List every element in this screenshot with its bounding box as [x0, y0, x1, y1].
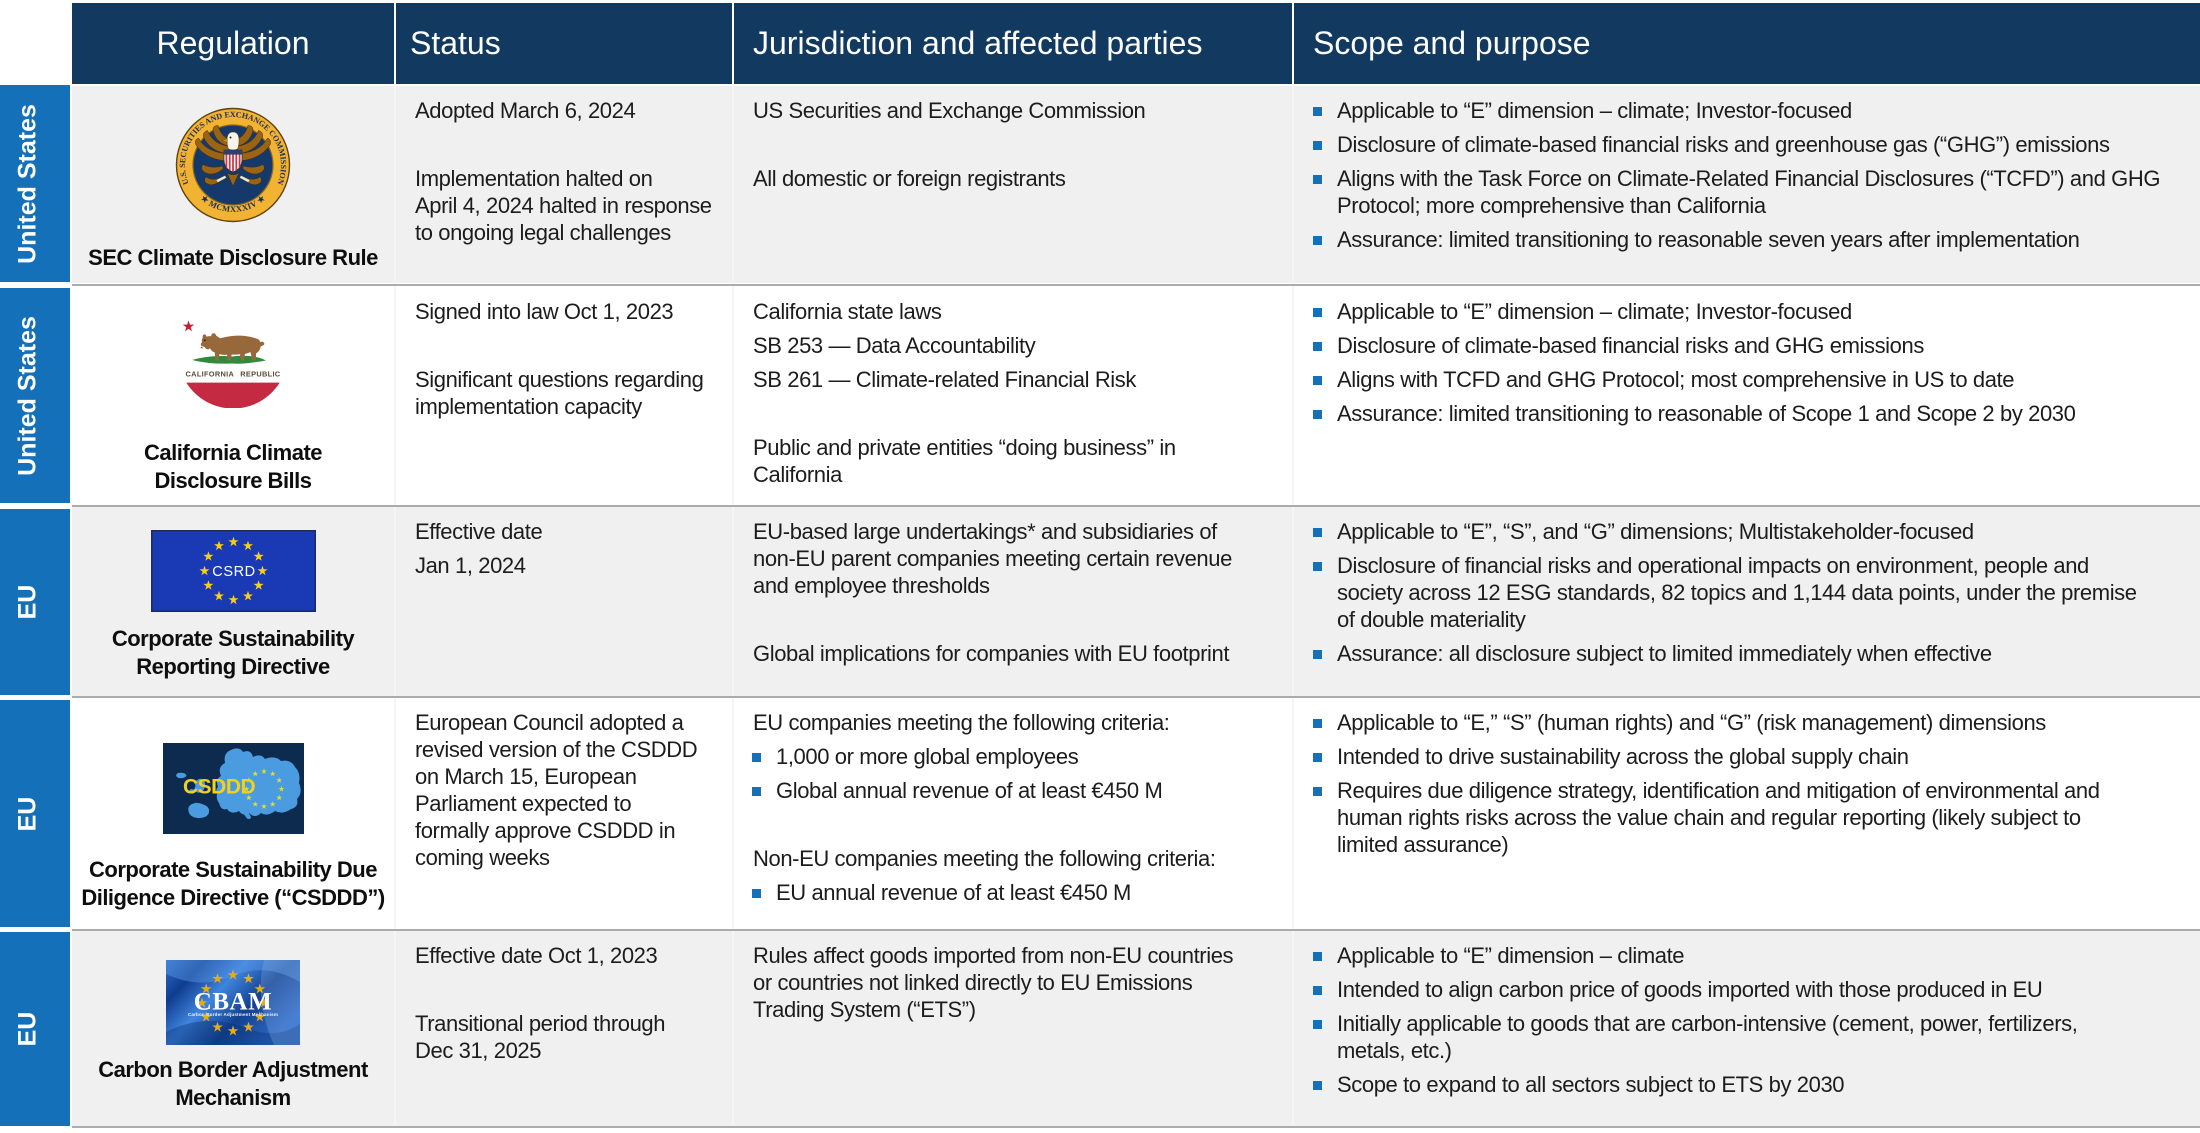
- svg-text:Carbon Border Adjustment Mecha: Carbon Border Adjustment Mechanism: [188, 1012, 278, 1017]
- svg-text:CSDDD: CSDDD: [183, 776, 256, 799]
- svg-text:CBAM: CBAM: [194, 989, 272, 1016]
- svg-text:CALIFORNIA REPUBLIC: CALIFORNIA REPUBLIC: [186, 370, 281, 379]
- svg-text:CSRD: CSRD: [212, 564, 256, 580]
